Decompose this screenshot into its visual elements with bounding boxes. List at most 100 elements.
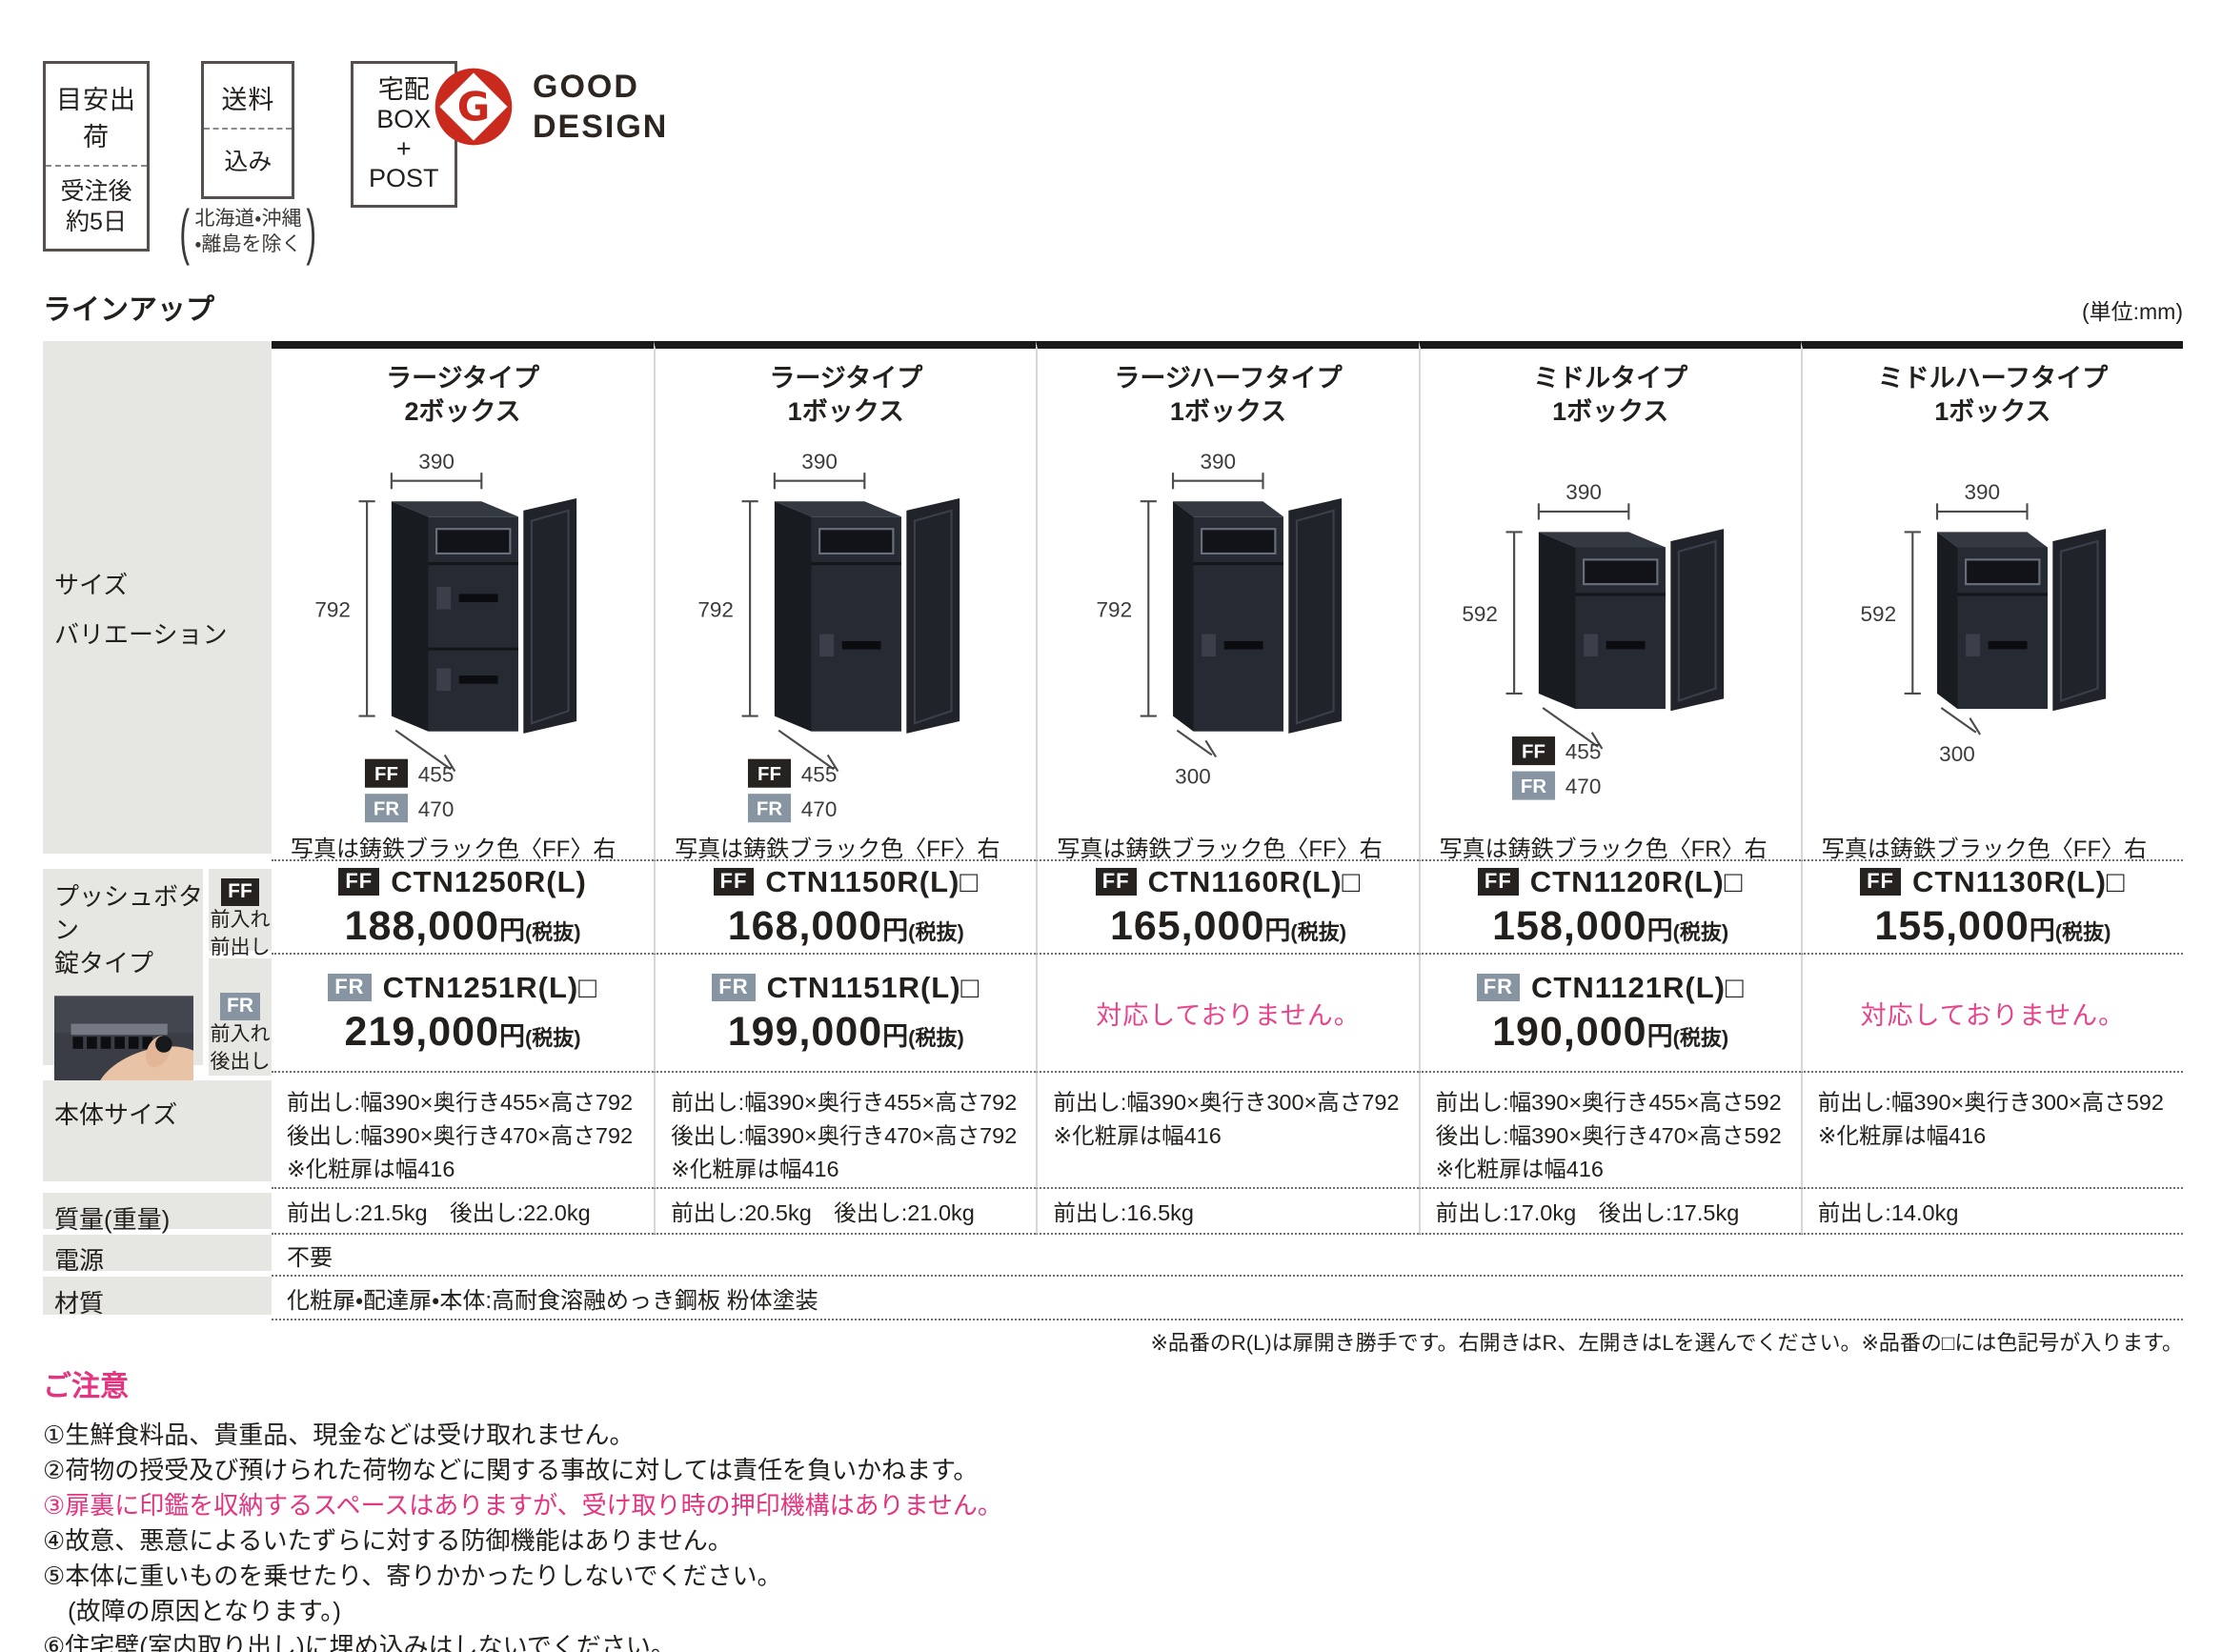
ff-model-cell: FF CTN1160R(L)□ 165,000 円 (税抜) [1036, 861, 1419, 955]
product-column-middle-half: ミドルハーフタイプ 1ボックス 390 592 300 写真は鋳鉄ブラック色〈FF〉… [1800, 341, 2183, 896]
model-number: FF CTN1120R(L)□ [1477, 865, 1744, 899]
column-header: ミドルタイプ 1ボックス [1533, 364, 1688, 426]
svg-text:390: 390 [1200, 450, 1236, 473]
price: 219,000 円 (税抜) [344, 1008, 581, 1055]
postage-badge-group: 送料 込み ( 北海道・沖縄 ・離島を除く ) [174, 61, 322, 266]
fr-unavailable-cell: 対応しておりません。 [1036, 955, 1419, 1073]
weight-cell: 前出し:14.0kg [1800, 1189, 2183, 1235]
body-size-cell: 前出し:幅390×奥行き300×高さ792 ※化粧扉は幅416 [1036, 1073, 1419, 1189]
product-column-large-2box: ラージタイプ 2ボックス 390 792 FF 455 FR 470 写真は鋳鉄ブラック色… [272, 341, 655, 896]
svg-text:792: 792 [314, 597, 351, 621]
svg-text:470: 470 [1566, 775, 1602, 798]
spec-table: サイズ バリエーション プッシュボタン 錠タイプ [43, 341, 2183, 1320]
svg-text:390: 390 [1566, 480, 1602, 504]
price: 168,000 円 (税抜) [727, 902, 964, 949]
ff-chip: FF [1095, 868, 1137, 896]
ff-type-label: FF 前入れ 前出し [209, 869, 272, 958]
caution-item: ③扉裏に印鑑を収納するスペースはありますが、受け取り時の押印機構はありません。 [43, 1491, 1002, 1520]
unit-label: (単位:mm) [2081, 299, 2183, 324]
svg-text:390: 390 [801, 450, 838, 473]
fr-model-cell: FR CTN1251R(L)□ 219,000 円 (税抜) [272, 955, 655, 1073]
postage-badge-value: 込み [204, 128, 293, 196]
weight-cell: 前出し:20.5kg 後出し:21.0kg [654, 1189, 1037, 1235]
postage-badge: 送料 込み [201, 61, 295, 199]
g-mark-icon: G [434, 68, 513, 146]
svg-text:FF: FF [374, 764, 398, 785]
ff-chip: FF [338, 868, 380, 896]
shipping-badge: 目安出荷 受注後 約5日 [43, 61, 150, 252]
caution-item: ②荷物の授受及び預けられた荷物などに関する事故に対しては責任を負いかねます。 [43, 1456, 979, 1484]
svg-text:G: G [457, 83, 490, 130]
price: 158,000 円 (税抜) [1492, 902, 1729, 949]
svg-text:792: 792 [1097, 597, 1133, 621]
price: 199,000 円 (税抜) [727, 1008, 964, 1055]
fr-chip: FR [1476, 974, 1521, 1001]
postage-badge-note: ( 北海道・沖縄 ・離島を除く ) [179, 197, 317, 266]
svg-text:470: 470 [801, 797, 838, 821]
weight-cell: 前出し:16.5kg [1036, 1189, 1419, 1235]
column-header: ミドルハーフタイプ 1ボックス [1877, 364, 2109, 426]
ff-model-cell: FF CTN1150R(L)□ 168,000 円 (税抜) [654, 861, 1037, 955]
caution-title: ご注意 [43, 1371, 129, 1402]
svg-text:FF: FF [1522, 742, 1545, 763]
model-number: FF CTN1130R(L)□ [1860, 865, 2126, 899]
weight-cell: 前出し:17.0kg 後出し:17.5kg [1418, 1189, 1801, 1235]
body-size-cell: 前出し:幅390×奥行き455×高さ792 後出し:幅390×奥行き470×高さ… [272, 1073, 655, 1189]
lineup-header: ラインアップ (単位:mm) [43, 286, 2183, 328]
open-paren: ( [179, 197, 190, 266]
caution-item: ⑥住宅壁(室内取り出し)に埋め込みはしないでください。 [43, 1632, 676, 1652]
model-number: FF CTN1250R(L) [338, 865, 587, 899]
row-header-size-variation: サイズ バリエーション [43, 341, 272, 854]
price: 155,000 円 (税抜) [1874, 902, 2111, 949]
ff-chip: FF [1477, 868, 1519, 896]
svg-text:FF: FF [758, 764, 781, 785]
svg-text:390: 390 [418, 450, 454, 473]
column-header: ラージタイプ 1ボックス [769, 364, 923, 426]
material-value-cell: 化粧扉・配達扉・本体:高耐食溶融めっき鋼板 粉体塗装 [272, 1277, 2183, 1320]
model-number: FR CTN1251R(L)□ [328, 971, 597, 1005]
model-number-footnote: ※品番のR(L)は扉開き勝手です。右開きはR、左開きはLを選んでください。※品番… [1150, 1331, 2183, 1355]
column-header: ラージハーフタイプ 1ボックス [1114, 364, 1343, 426]
svg-text:FR: FR [757, 799, 782, 820]
ff-chip: FF [1860, 868, 1901, 896]
body-size-cell: 前出し:幅390×奥行き455×高さ592 後出し:幅390×奥行き470×高さ… [1418, 1073, 1801, 1189]
svg-text:FR: FR [374, 799, 399, 820]
shipping-badge-value: 受注後 約5日 [46, 165, 147, 249]
svg-text:300: 300 [1940, 742, 1976, 766]
model-number: FR CTN1121R(L)□ [1476, 971, 1745, 1005]
body-size-cell: 前出し:幅390×奥行き455×高さ792 後出し:幅390×奥行き470×高さ… [654, 1073, 1037, 1189]
svg-text:592: 592 [1861, 602, 1897, 626]
product-illustration: 390 792 FF 455 FR 470 [287, 429, 638, 830]
ff-model-cell: FF CTN1120R(L)□ 158,000 円 (税抜) [1418, 861, 1801, 955]
unavailable-note: 対応しておりません。 [1096, 1000, 1361, 1030]
caution-item: ①生鮮食料品、貴重品、現金などは受け取れません。 [43, 1420, 635, 1449]
postage-badge-title: 送料 [221, 86, 275, 114]
push-button-lock-photo [54, 996, 193, 1093]
fr-type-label: FR 前入れ 後出し [209, 958, 272, 1076]
good-design-text: GOOD DESIGN [533, 69, 669, 145]
price: 190,000 円 (税抜) [1492, 1008, 1729, 1055]
svg-text:FR: FR [1521, 776, 1546, 797]
row-header-material: 材質 [43, 1277, 272, 1318]
ff-model-cell: FF CTN1250R(L) 188,000 円 (税抜) [272, 861, 655, 955]
fr-model-cell: FR CTN1121R(L)□ 190,000 円 (税抜) [1418, 955, 1801, 1073]
svg-text:390: 390 [1965, 480, 2001, 504]
caution-item: ④故意、悪意によるいたずらに対する防御機能はありません。 [43, 1526, 733, 1555]
caution-section: ご注意 ①生鮮食料品、貴重品、現金などは受け取れません。 ②荷物の授受及び預けら… [43, 1362, 1002, 1652]
svg-text:455: 455 [1566, 740, 1602, 764]
caution-item: ⑤本体に重いものを乗せたり、寄りかかったりしないでください。 [43, 1561, 782, 1590]
body-size-cell: 前出し:幅390×奥行き300×高さ592 ※化粧扉は幅416 [1800, 1073, 2183, 1189]
good-design-award-logo: G GOOD DESIGN [434, 67, 668, 147]
svg-text:455: 455 [417, 762, 454, 786]
row-header-weight: 質量(重量) [43, 1193, 272, 1234]
shipping-badge-title: 目安出荷 [56, 86, 136, 151]
model-number: FF CTN1150R(L)□ [713, 865, 980, 899]
product-illustration: 390 592 FF 455 FR 470 [1436, 429, 1786, 830]
model-number: FR CTN1151R(L)□ [712, 971, 980, 1005]
fr-model-cell: FR CTN1151R(L)□ 199,000 円 (税抜) [654, 955, 1037, 1073]
product-column-middle: ミドルタイプ 1ボックス 390 592 FF 455 FR 470 写真は鋳鉄ブラック色… [1418, 341, 1801, 896]
svg-text:300: 300 [1175, 764, 1211, 788]
product-column-large-half: ラージハーフタイプ 1ボックス 390 792 300 写真は鋳鉄ブラック色〈FF〉… [1036, 341, 1419, 896]
badge-row: 目安出荷 受注後 約5日 送料 込み ( 北海道・沖縄 ・離島を除く ) [43, 61, 457, 266]
